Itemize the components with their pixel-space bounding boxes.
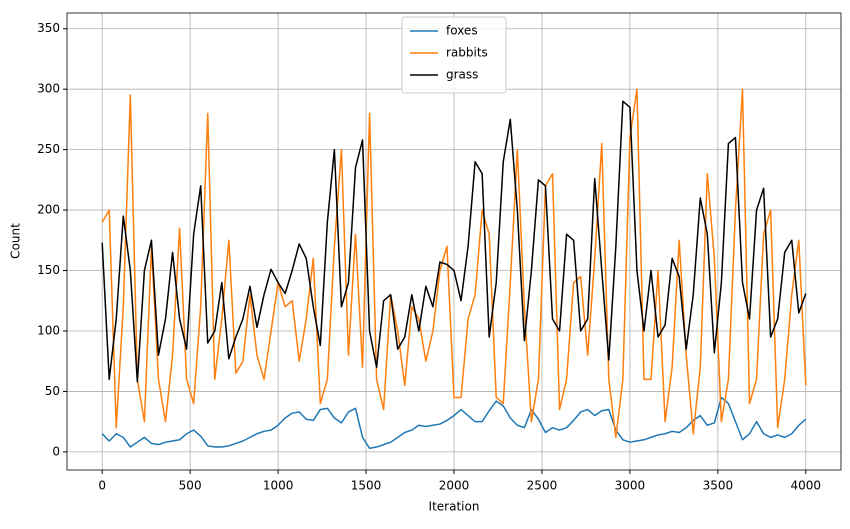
y-tick-label: 250 <box>37 142 60 156</box>
y-axis-label: Count <box>9 223 23 259</box>
x-tick-label: 500 <box>179 479 202 493</box>
series-line <box>101 88 807 439</box>
y-tick-label: 50 <box>45 384 60 398</box>
x-tick-label: 2500 <box>527 479 558 493</box>
x-axis-label: Iteration <box>429 500 480 514</box>
x-tick-label: 1000 <box>263 479 294 493</box>
y-tick-label: 300 <box>37 82 60 96</box>
plot-frame <box>66 12 842 471</box>
y-tick-label: 150 <box>37 263 60 277</box>
x-tick-label: 2000 <box>439 479 470 493</box>
x-tick-label: 0 <box>98 479 106 493</box>
x-tick-label: 3000 <box>615 479 646 493</box>
legend-box <box>401 16 507 94</box>
y-tick-label: 100 <box>37 323 60 337</box>
x-tick-label: 4000 <box>791 479 822 493</box>
legend-label: foxes <box>446 24 478 38</box>
legend-label: rabbits <box>446 46 488 60</box>
series-line <box>101 396 807 449</box>
legend-label: grass <box>446 68 478 82</box>
x-tick-label: 1500 <box>351 479 382 493</box>
x-tick-label: 3500 <box>703 479 734 493</box>
y-tick-label: 0 <box>52 444 60 458</box>
series-line <box>101 100 807 383</box>
y-tick-label: 350 <box>37 21 60 35</box>
y-tick-label: 200 <box>37 203 60 217</box>
